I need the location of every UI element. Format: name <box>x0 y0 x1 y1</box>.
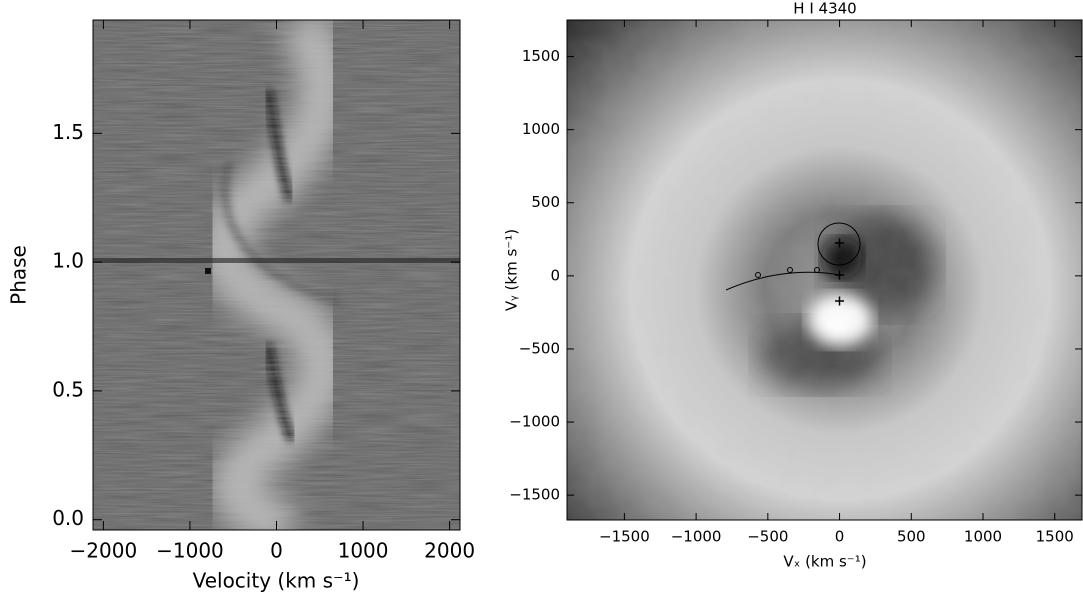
tomogram-image <box>567 20 1082 520</box>
chart-title: H I 4340 <box>793 0 856 18</box>
plot-frame <box>566 19 1083 521</box>
y-tick-label: 0.5 <box>52 377 84 401</box>
x-tick-label: −1000 <box>671 528 722 546</box>
y-tick-label: −1000 <box>509 413 560 431</box>
x-tick-label: 1000 <box>964 528 1002 546</box>
x-axis-label: Vₓ (km s⁻¹) <box>783 553 866 571</box>
y-tick-label: −500 <box>519 339 560 357</box>
y-tick-label: 1.0 <box>52 249 84 273</box>
y-axis-label: Vᵧ (km s⁻¹) <box>503 229 521 311</box>
y-tick-label: −1500 <box>509 486 560 504</box>
x-tick-label: 500 <box>897 528 926 546</box>
y-axis-label: Phase <box>7 245 31 305</box>
trailed-spectrum-image <box>93 20 460 530</box>
x-tick-label: 0 <box>270 539 283 563</box>
x-tick-label: 2000 <box>424 539 475 563</box>
x-axis-label: Velocity (km s⁻¹) <box>193 569 360 593</box>
y-tick-label: 0.0 <box>52 506 84 530</box>
x-tick-label: −1500 <box>599 528 650 546</box>
x-tick-label: 1500 <box>1036 528 1074 546</box>
x-tick-label: 1000 <box>338 539 389 563</box>
y-tick-label: 0 <box>550 266 560 284</box>
x-tick-label: −2000 <box>70 539 138 563</box>
x-tick-label: 0 <box>835 528 845 546</box>
y-tick-label: 1.5 <box>52 120 84 144</box>
x-tick-label: −500 <box>747 528 788 546</box>
y-tick-label: 500 <box>531 193 560 211</box>
y-tick-label: 1500 <box>522 47 560 65</box>
x-tick-label: −1000 <box>156 539 224 563</box>
y-tick-label: 1000 <box>522 120 560 138</box>
